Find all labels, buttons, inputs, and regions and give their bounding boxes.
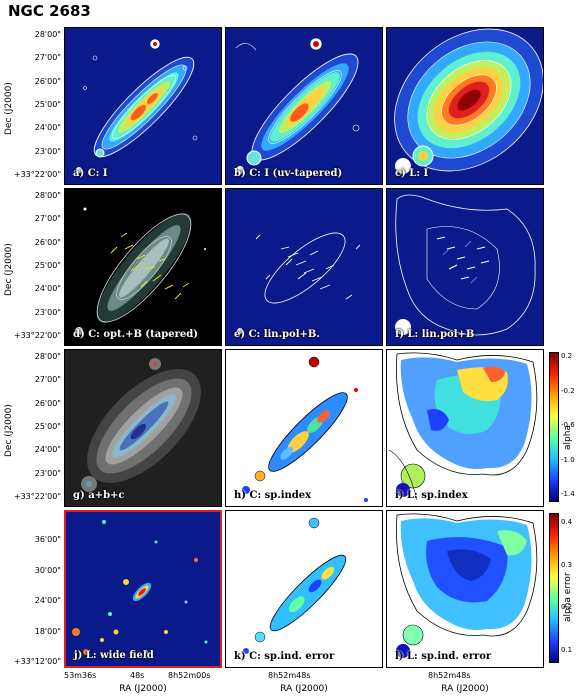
ytick-label: 23'00" <box>34 307 61 317</box>
panel-j: j) L: wide field <box>64 510 222 668</box>
panel-g-label: g) a+b+c <box>73 490 125 501</box>
ytick-label: 36'00" <box>34 535 61 544</box>
ytick-label: 25'00" <box>34 422 61 431</box>
panel-b-image <box>226 28 382 184</box>
ytick-label: +33°12'00" <box>13 657 61 666</box>
figure-title: NGC 2683 <box>8 2 91 20</box>
panel-h: h) C: sp.index <box>225 349 383 507</box>
panel-h-image <box>226 350 382 506</box>
panel-j-label: j) L: wide field <box>74 650 154 661</box>
panel-k: k) C: sp.ind. error <box>225 510 383 668</box>
ytick-label: 24'00" <box>34 596 61 605</box>
colorbar-tick: 0.2 <box>561 352 573 360</box>
panel-c: c) L: I <box>386 27 544 185</box>
panel-i-label: i) L: sp.index <box>395 490 468 501</box>
colorbar-tick: 0.2 <box>561 603 573 612</box>
panel-l: l) L: sp.ind. error <box>386 510 544 668</box>
panel-d: d) C: opt.+B (tapered) <box>64 188 222 346</box>
panel-a-image <box>65 28 221 184</box>
panel-b-label: b) C: I (uv-tapered) <box>234 168 343 179</box>
panel-a: a) C: I <box>64 27 222 185</box>
ytick-label: 27'00" <box>34 375 61 385</box>
colorbar-tick: 0.3 <box>561 560 573 569</box>
alpha-colorbar <box>549 352 559 502</box>
xtick-col3-0: 8h52m48s <box>428 671 471 680</box>
ytick-label: 28'00" <box>34 30 61 39</box>
panel-i: i) L: sp.index <box>386 349 544 507</box>
panel-i-image <box>387 350 543 506</box>
panel-g: g) a+b+c <box>64 349 222 507</box>
xtick-col1-1: 48s <box>130 671 145 680</box>
xaxis-label-col3: RA (J2000) <box>441 684 489 694</box>
panel-f-image <box>387 189 543 345</box>
xaxis-label-col2: RA (J2000) <box>280 684 328 694</box>
panel-j-image <box>66 512 220 666</box>
colorbar-tick: -1.4 <box>561 490 575 498</box>
alpha-colorbar-label: alpha <box>563 425 573 450</box>
panel-k-label: k) C: sp.ind. error <box>234 651 335 662</box>
panel-l-label: l) L: sp.ind. error <box>395 651 492 662</box>
panel-k-image <box>226 511 382 667</box>
panel-d-image <box>65 189 221 345</box>
panel-e-image <box>226 189 382 345</box>
ytick-label: 26'00" <box>34 237 61 247</box>
panel-c-label: c) L: I <box>395 168 429 179</box>
ytick-label: 28'00" <box>34 191 61 200</box>
panel-e-label: e) C: lin.pol+B. <box>234 329 320 340</box>
ytick-label: 27'00" <box>34 53 61 63</box>
ytick-label: 27'00" <box>34 214 61 224</box>
error-colorbar <box>549 513 559 663</box>
ytick-label: +33°22'00" <box>13 492 61 501</box>
ytick-label: 24'00" <box>34 284 61 294</box>
panel-d-label: d) C: opt.+B (tapered) <box>73 329 198 340</box>
ytick-label: 23'00" <box>34 468 61 478</box>
ytick-label: +33°22'00" <box>13 170 61 179</box>
ytick-label: 26'00" <box>34 76 61 86</box>
xtick-col2-0: 8h52m48s <box>268 671 311 680</box>
ytick-label: 26'00" <box>34 398 61 408</box>
ytick-label: 30'00" <box>34 565 61 575</box>
colorbar-tick: -0.2 <box>561 386 575 395</box>
xaxis-label-col1: RA (J2000) <box>119 684 167 694</box>
panel-e: e) C: lin.pol+B. <box>225 188 383 346</box>
ytick-label: 24'00" <box>34 445 61 455</box>
ytick-label: 18'00" <box>34 626 61 636</box>
panel-g-image <box>65 350 221 506</box>
xtick-col1-2: 8h52m00s <box>168 671 211 680</box>
colorbar-tick: 0.1 <box>561 646 573 654</box>
panel-c-image <box>387 28 543 184</box>
ytick-label: 25'00" <box>34 100 61 109</box>
panel-l-image <box>387 511 543 667</box>
ytick-label: 25'00" <box>34 261 61 270</box>
ytick-label: 23'00" <box>34 146 61 156</box>
ytick-label: 24'00" <box>34 123 61 133</box>
panel-h-label: h) C: sp.index <box>234 490 312 501</box>
panel-a-label: a) C: I <box>73 168 108 179</box>
ytick-label: 28'00" <box>34 352 61 361</box>
panel-f-label: f) L: lin.pol+B <box>395 329 475 340</box>
error-colorbar-label: alpha error <box>563 572 573 622</box>
colorbar-tick: 0.4 <box>561 518 573 526</box>
xtick-col1-0: 53m36s <box>64 671 97 680</box>
panel-b: b) C: I (uv-tapered) <box>225 27 383 185</box>
ytick-label: +33°22'00" <box>13 331 61 340</box>
panel-f: f) L: lin.pol+B <box>386 188 544 346</box>
colorbar-tick: -1.0 <box>561 455 575 464</box>
colorbar-tick: -0.6 <box>561 421 575 429</box>
